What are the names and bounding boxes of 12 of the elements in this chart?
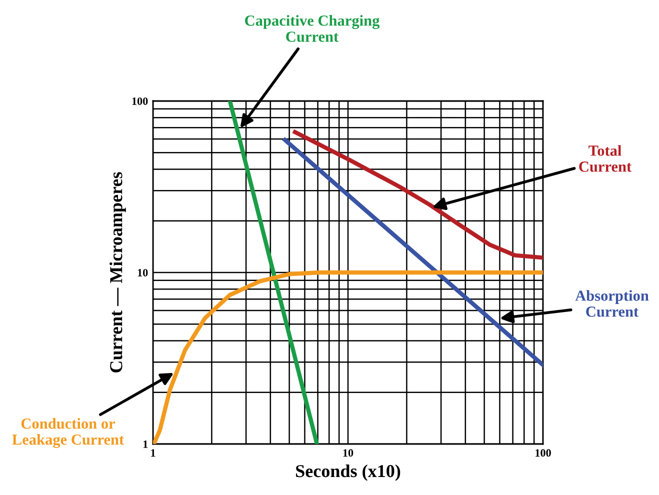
annotation: Capacitive Charging Current — [245, 15, 380, 42]
x-tick-label: 10 — [343, 449, 354, 457]
y-tick-label: 100 — [132, 97, 148, 105]
annotation: Conduction or Leakage Current — [12, 418, 124, 448]
annotation: Absorption Current — [575, 290, 649, 317]
x-axis-title: Seconds (x10) — [296, 464, 400, 481]
annotation: Total Current — [579, 145, 632, 172]
x-tick-label: 1 — [151, 449, 156, 457]
y-tick-label: 10 — [138, 268, 148, 276]
x-tick-label: 100 — [536, 449, 551, 457]
y-tick-label: 1 — [143, 440, 148, 448]
y-axis-title: Current — Microamperes — [110, 172, 126, 372]
